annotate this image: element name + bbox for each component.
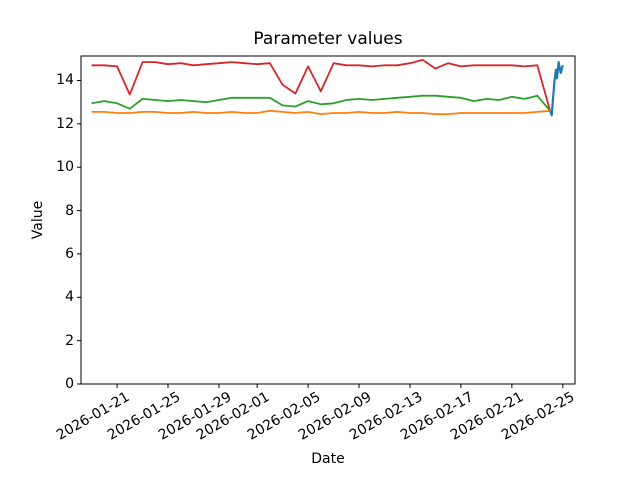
y-tick-label: 0	[65, 376, 74, 392]
y-tick-label: 10	[56, 159, 74, 176]
chart-title: Parameter values	[253, 29, 403, 49]
y-tick-label: 6	[65, 245, 74, 262]
y-tick-label: 2	[65, 332, 74, 349]
y-tick-label: 12	[56, 115, 74, 132]
orange-series-line	[91, 109, 551, 115]
y-tick-label: 8	[65, 202, 74, 219]
axes-spines	[80, 55, 576, 385]
red-series-line	[91, 59, 551, 112]
green-series-line	[91, 94, 551, 112]
y-tick-label: 14	[56, 72, 74, 89]
blue-series-line	[549, 60, 564, 117]
y-tick-label: 4	[65, 289, 74, 306]
x-axis-label: Date	[311, 451, 345, 467]
